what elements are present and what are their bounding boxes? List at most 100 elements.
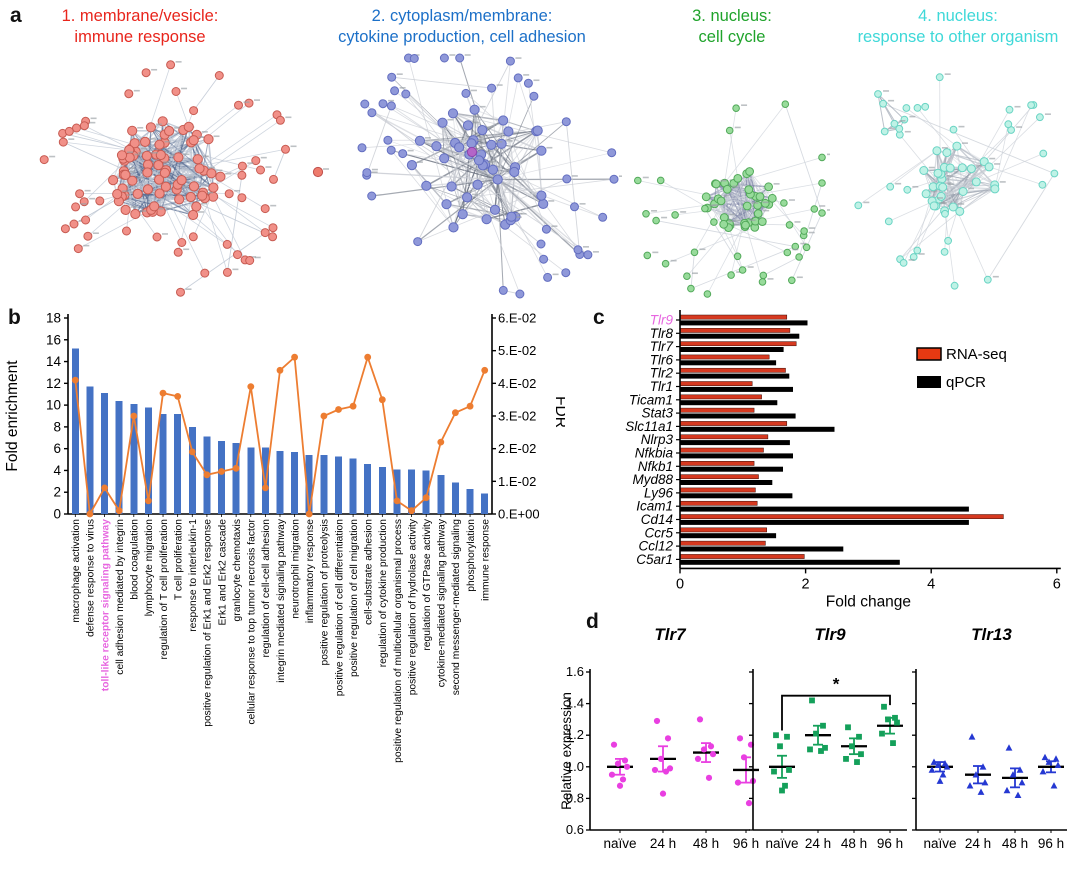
gene-label: Tlr7	[650, 339, 674, 354]
data-point	[771, 768, 777, 775]
network-node	[703, 290, 712, 298]
network-node	[742, 201, 752, 211]
fdr-point	[262, 484, 269, 492]
network-node	[818, 153, 826, 162]
network-node	[818, 209, 826, 217]
gene-label: Tlr9	[650, 313, 674, 328]
rna-seq-bar	[679, 314, 788, 320]
network-node	[152, 232, 162, 242]
data-point	[740, 754, 748, 761]
qpcr-bar	[680, 506, 969, 512]
gene-label: Ly96	[644, 485, 674, 500]
network-node	[513, 73, 523, 83]
network-node	[362, 168, 372, 178]
gene-label: Tlr6	[650, 352, 674, 367]
qpcr-bar	[680, 480, 773, 485]
category-label: positive regulation of cell migration	[349, 519, 360, 677]
x-tick-label: 96 h	[1038, 836, 1064, 851]
bar	[393, 469, 401, 514]
category-label: toll-like receptor signaling pathway	[100, 519, 111, 691]
network-node	[952, 141, 962, 151]
rna-seq-bar	[679, 367, 786, 373]
network-node	[469, 104, 480, 115]
data-point	[979, 763, 987, 770]
network-node	[142, 167, 153, 178]
network-node	[570, 202, 579, 212]
x-axis-tick-label: 2	[802, 576, 810, 592]
subplot-title: Tlr9	[814, 625, 846, 644]
network-node	[441, 199, 452, 210]
bar	[101, 393, 109, 514]
network-node	[367, 108, 377, 118]
network-nodes	[39, 60, 297, 297]
network-4-title-line1: 4. nucleus:	[918, 7, 998, 25]
rna-seq-bar	[679, 474, 759, 480]
data-point	[662, 768, 670, 775]
gene-label: Nlrp3	[641, 432, 674, 447]
fdr-point	[130, 412, 138, 420]
network-node	[141, 150, 152, 161]
bar	[378, 467, 386, 514]
network-node	[176, 175, 187, 186]
fdr-point	[276, 366, 284, 374]
network-node	[164, 125, 175, 137]
network-node	[941, 209, 949, 218]
fdr-point	[86, 510, 94, 518]
network-node	[529, 91, 539, 101]
network-node	[921, 102, 930, 111]
right-axis-tick-label: 6.E-02	[498, 311, 536, 326]
network-node	[127, 175, 138, 186]
x-axis-label: Fold change	[826, 593, 911, 610]
network-node	[487, 164, 498, 175]
left-axis-tick-label: 2	[53, 485, 61, 500]
network-node	[145, 122, 156, 133]
y-tick-label: 0.6	[566, 822, 584, 837]
network-node	[83, 231, 93, 241]
network-node	[386, 101, 396, 111]
data-point	[623, 763, 631, 770]
network-node	[532, 125, 543, 136]
network-node	[208, 182, 219, 193]
panel-label-b: b	[8, 306, 21, 329]
network-node	[462, 192, 473, 203]
network-node	[642, 210, 650, 218]
network-node	[260, 228, 270, 238]
right-axis-tick-label: 5.E-02	[498, 343, 536, 358]
bar	[159, 413, 167, 514]
category-label: positive regulation of cell differentiat…	[334, 519, 345, 697]
x-tick-label: 96 h	[733, 836, 759, 851]
rna-seq-bar	[679, 341, 797, 347]
network-node	[81, 215, 91, 225]
data-point	[1041, 753, 1049, 761]
network-node	[955, 206, 965, 216]
network-node	[1027, 101, 1036, 109]
data-point	[705, 774, 713, 781]
network-graph-nucleus-cell-cycle	[634, 100, 830, 298]
network-node	[409, 54, 419, 63]
data-point	[943, 763, 951, 770]
network-node	[245, 256, 255, 265]
data-point	[936, 777, 944, 784]
x-tick-label: naïve	[923, 836, 956, 851]
fdr-point	[305, 510, 313, 518]
qpcr-bar	[680, 466, 783, 472]
network-node	[656, 176, 665, 185]
network-node	[406, 160, 418, 171]
network-node	[936, 191, 946, 201]
qpcr-bar	[680, 453, 793, 459]
data-point	[813, 730, 819, 737]
left-axis-tick-label: 6	[53, 441, 61, 456]
data-point	[784, 733, 790, 740]
data-point	[709, 751, 717, 758]
fdr-point	[408, 507, 415, 515]
category-label: integrin mediated signaling pathway	[276, 518, 287, 683]
network-node	[269, 174, 278, 184]
network-node	[1050, 169, 1059, 178]
gene-label: Slc11a1	[625, 419, 673, 434]
network-node	[903, 185, 912, 194]
y-tick-label: 1.4	[566, 696, 584, 711]
network-node	[120, 169, 131, 181]
network-node	[902, 104, 911, 112]
network-node	[446, 181, 457, 192]
bar	[422, 470, 430, 514]
